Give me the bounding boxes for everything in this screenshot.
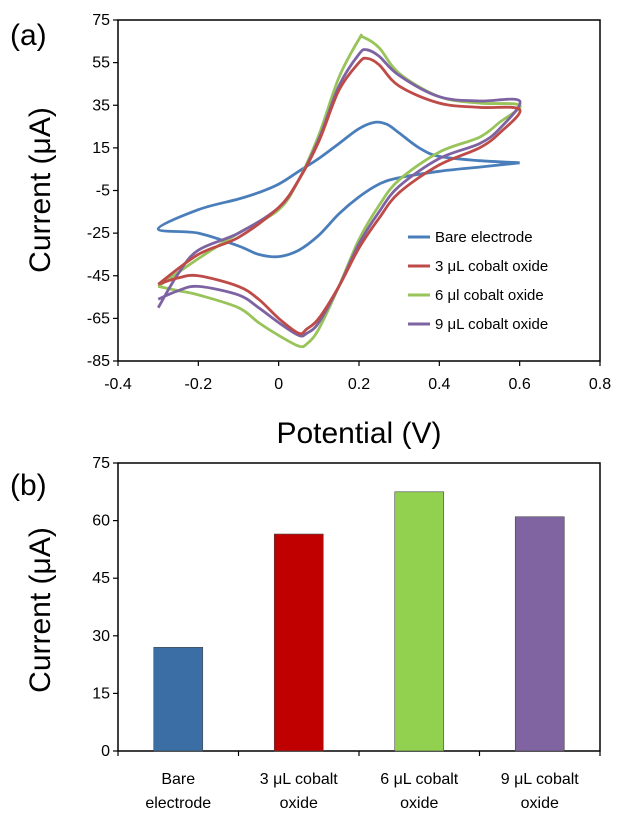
- bar-y-tick-label: 45: [92, 570, 110, 587]
- cv-y-tick-label: -65: [87, 310, 110, 327]
- bar-category-label-3: oxide: [400, 795, 438, 812]
- cv-y-tick-label: 15: [92, 140, 110, 157]
- cv-y-tick-label: -45: [87, 268, 110, 285]
- cv-plot-frame: [117, 19, 601, 362]
- bar-category-label-3: 6 μL cobalt: [380, 771, 459, 788]
- cv-y-tick-label: 35: [92, 97, 110, 114]
- cv-y-tick-label: -5: [96, 183, 110, 200]
- cv-series-line-1: [156, 120, 520, 259]
- bar-category-label-1: electrode: [145, 795, 211, 812]
- bar-2: [273, 533, 324, 752]
- panel-label-a: (a): [10, 19, 47, 52]
- bar-category-label-2: 3 μL cobalt: [260, 771, 339, 788]
- cv-x-tick-label: 0: [274, 376, 283, 393]
- cv-x-axis: -0.4 -0.2 0 0.2 0.4 0.6 0.8: [104, 361, 611, 393]
- cv-x-tick-label: -0.2: [185, 376, 213, 393]
- legend-label-4: 9 μL cobalt oxide: [435, 316, 548, 333]
- cv-series-group: [156, 33, 522, 349]
- bar-series-group: [153, 491, 565, 752]
- cv-y-axis: -85 -65 -45 -25 -5 15 35 55 75: [87, 12, 118, 370]
- cv-y-tick-label: -85: [87, 353, 110, 370]
- cv-y-tick-label: -25: [87, 225, 110, 242]
- cv-series-line-2: [157, 56, 522, 336]
- cv-x-axis-title: Potential (V): [276, 417, 441, 450]
- cv-y-tick-label: 75: [92, 12, 110, 29]
- bar-4: [514, 516, 565, 752]
- legend-label-1: Bare electrode: [435, 229, 533, 246]
- bar-category-label-2: oxide: [280, 795, 318, 812]
- cv-x-tick-label: 0.6: [509, 376, 531, 393]
- bar-category-label-1: Bare: [161, 771, 195, 788]
- bar-y-axis-title: Current (μA): [24, 527, 57, 693]
- bar-y-tick-label: 15: [92, 685, 110, 702]
- legend-label-2: 3 μL cobalt oxide: [435, 258, 548, 275]
- bar-y-tick-label: 60: [92, 513, 110, 530]
- cv-x-tick-label: 0.2: [348, 376, 370, 393]
- cv-x-tick-label: -0.4: [104, 376, 132, 393]
- bar-category-label-4: 9 μL cobalt: [501, 771, 580, 788]
- bar-category-label-4: oxide: [521, 795, 559, 812]
- legend-label-3: 6 μl cobalt oxide: [435, 287, 544, 304]
- bar-3: [394, 491, 445, 752]
- bar-panel: (b) 0 15 30 45 60 75 Bare electrode 3 μL cobalt…: [10, 455, 601, 812]
- cv-panel: (a) -85 -65 -45 -25 -5 15 35 55 75 -0.4 -0.2 0 0.2 0…: [10, 12, 611, 450]
- cv-legend: Bare electrode 3 μL cobalt oxide 6 μl coba…: [408, 229, 548, 333]
- bar-y-tick-label: 0: [101, 743, 110, 760]
- cv-y-tick-label: 55: [92, 55, 110, 72]
- bar-y-tick-label: 75: [92, 455, 110, 472]
- bar-y-tick-label: 30: [92, 628, 110, 645]
- cv-series-line-3: [157, 33, 522, 349]
- cv-y-axis-title: Current (μA): [24, 107, 57, 273]
- bar-1: [153, 647, 204, 752]
- cv-x-tick-label: 0.8: [589, 376, 611, 393]
- bar-x-axis: Bare electrode 3 μL cobalt oxide 6 μL cobalt…: [117, 751, 601, 812]
- panel-label-b: (b): [10, 469, 47, 502]
- bar-y-axis: 0 15 30 45 60 75: [92, 455, 118, 760]
- cv-x-tick-label: 0.4: [428, 376, 450, 393]
